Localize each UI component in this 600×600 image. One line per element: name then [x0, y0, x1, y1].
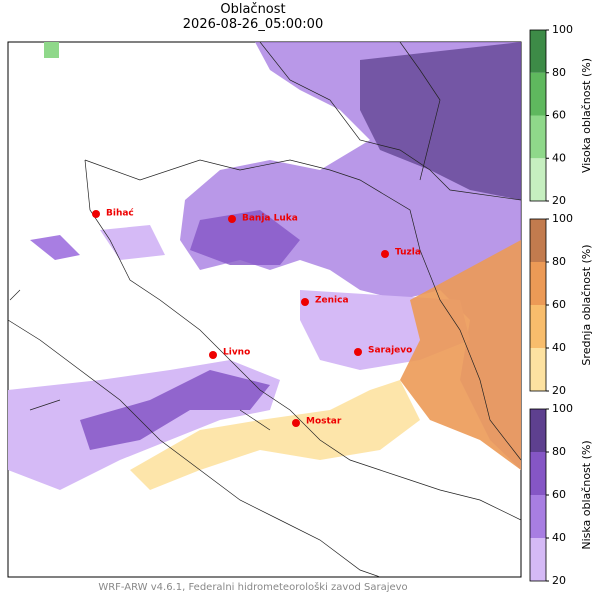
colorbar-label: Srednja oblačnost (%) — [580, 244, 593, 365]
colorbar-tick-label: 40 — [552, 531, 566, 544]
title: Oblačnost — [220, 2, 285, 17]
border-line — [84, 159, 521, 461]
colorbar-tick-label: 60 — [552, 488, 566, 501]
colorbar-tick-label: 40 — [552, 151, 566, 164]
colorbar-tick-label: 60 — [552, 109, 566, 122]
mid-cloud — [400, 240, 521, 470]
city-label: Sarajevo — [368, 346, 412, 356]
colorbar-tick-label: 20 — [552, 574, 566, 587]
city-label: Bihać — [106, 208, 134, 219]
city-marker — [292, 419, 300, 427]
city-marker — [92, 210, 100, 218]
colorbar-segment — [530, 305, 546, 348]
city-marker — [301, 298, 309, 306]
colorbar-label: Visoka oblačnost (%) — [580, 58, 593, 173]
city-marker — [381, 250, 389, 258]
colorbar-tick-label: 80 — [552, 66, 566, 79]
subtitle: 2026-08-26_05:00:00 — [183, 17, 323, 32]
city-label: Mostar — [306, 417, 342, 427]
colorbar-tick-label: 40 — [552, 341, 566, 354]
colorbar-tick-label: 80 — [552, 255, 566, 268]
high-cloud — [44, 42, 59, 58]
map: Bihać Banja Luka Tuzla Zenica Livno Sara… — [7, 41, 522, 578]
border-line — [399, 42, 441, 181]
colorbar-segment — [530, 30, 546, 73]
low-cloud — [30, 235, 80, 260]
colorbar-segment — [530, 452, 546, 495]
colorbar-label: Niska oblačnost (%) — [580, 440, 593, 549]
low-cloud — [100, 225, 165, 260]
colorbar-segment — [530, 495, 546, 538]
cloud-fields — [8, 42, 521, 490]
colorbar-segment — [530, 72, 546, 116]
city-label: Tuzla — [395, 248, 421, 258]
colorbar-segment — [530, 409, 546, 452]
colorbar-tick-label: 100 — [552, 402, 573, 415]
colorbar-tick-label: 60 — [552, 298, 566, 311]
colorbar-tick-label: 100 — [552, 212, 573, 225]
city-marker — [228, 215, 236, 223]
colorbar-segment — [530, 262, 546, 305]
cities: Bihać Banja Luka Tuzla Zenica Livno Sara… — [92, 208, 421, 427]
city-marker — [354, 348, 362, 356]
colorbar-segment — [530, 348, 546, 391]
city-label: Banja Luka — [242, 214, 298, 224]
low-cloud — [80, 370, 270, 450]
coastline — [8, 319, 381, 577]
colorbar-tick-label: 20 — [552, 194, 566, 207]
colorbar-segment — [530, 158, 546, 201]
colorbar-segment — [530, 115, 546, 159]
island-outline — [9, 289, 271, 431]
city-label: Livno — [223, 348, 250, 358]
border-line — [84, 159, 521, 521]
city-label: Zenica — [315, 296, 349, 306]
low-cloud — [190, 210, 300, 265]
borders — [8, 42, 521, 577]
colorbar-tick-label: 100 — [552, 23, 573, 36]
mid-cloud — [130, 380, 420, 490]
border-line — [259, 42, 521, 201]
colorbar-segment — [530, 219, 546, 262]
colorbar-tick-label: 20 — [552, 384, 566, 397]
city-marker — [209, 351, 217, 359]
colorbar-tick-label: 80 — [552, 445, 566, 458]
footer: WRF-ARW v4.6.1, Federalni hidrometeorolo… — [98, 581, 407, 593]
low-cloud — [360, 42, 521, 200]
colorbar-segment — [530, 538, 546, 581]
